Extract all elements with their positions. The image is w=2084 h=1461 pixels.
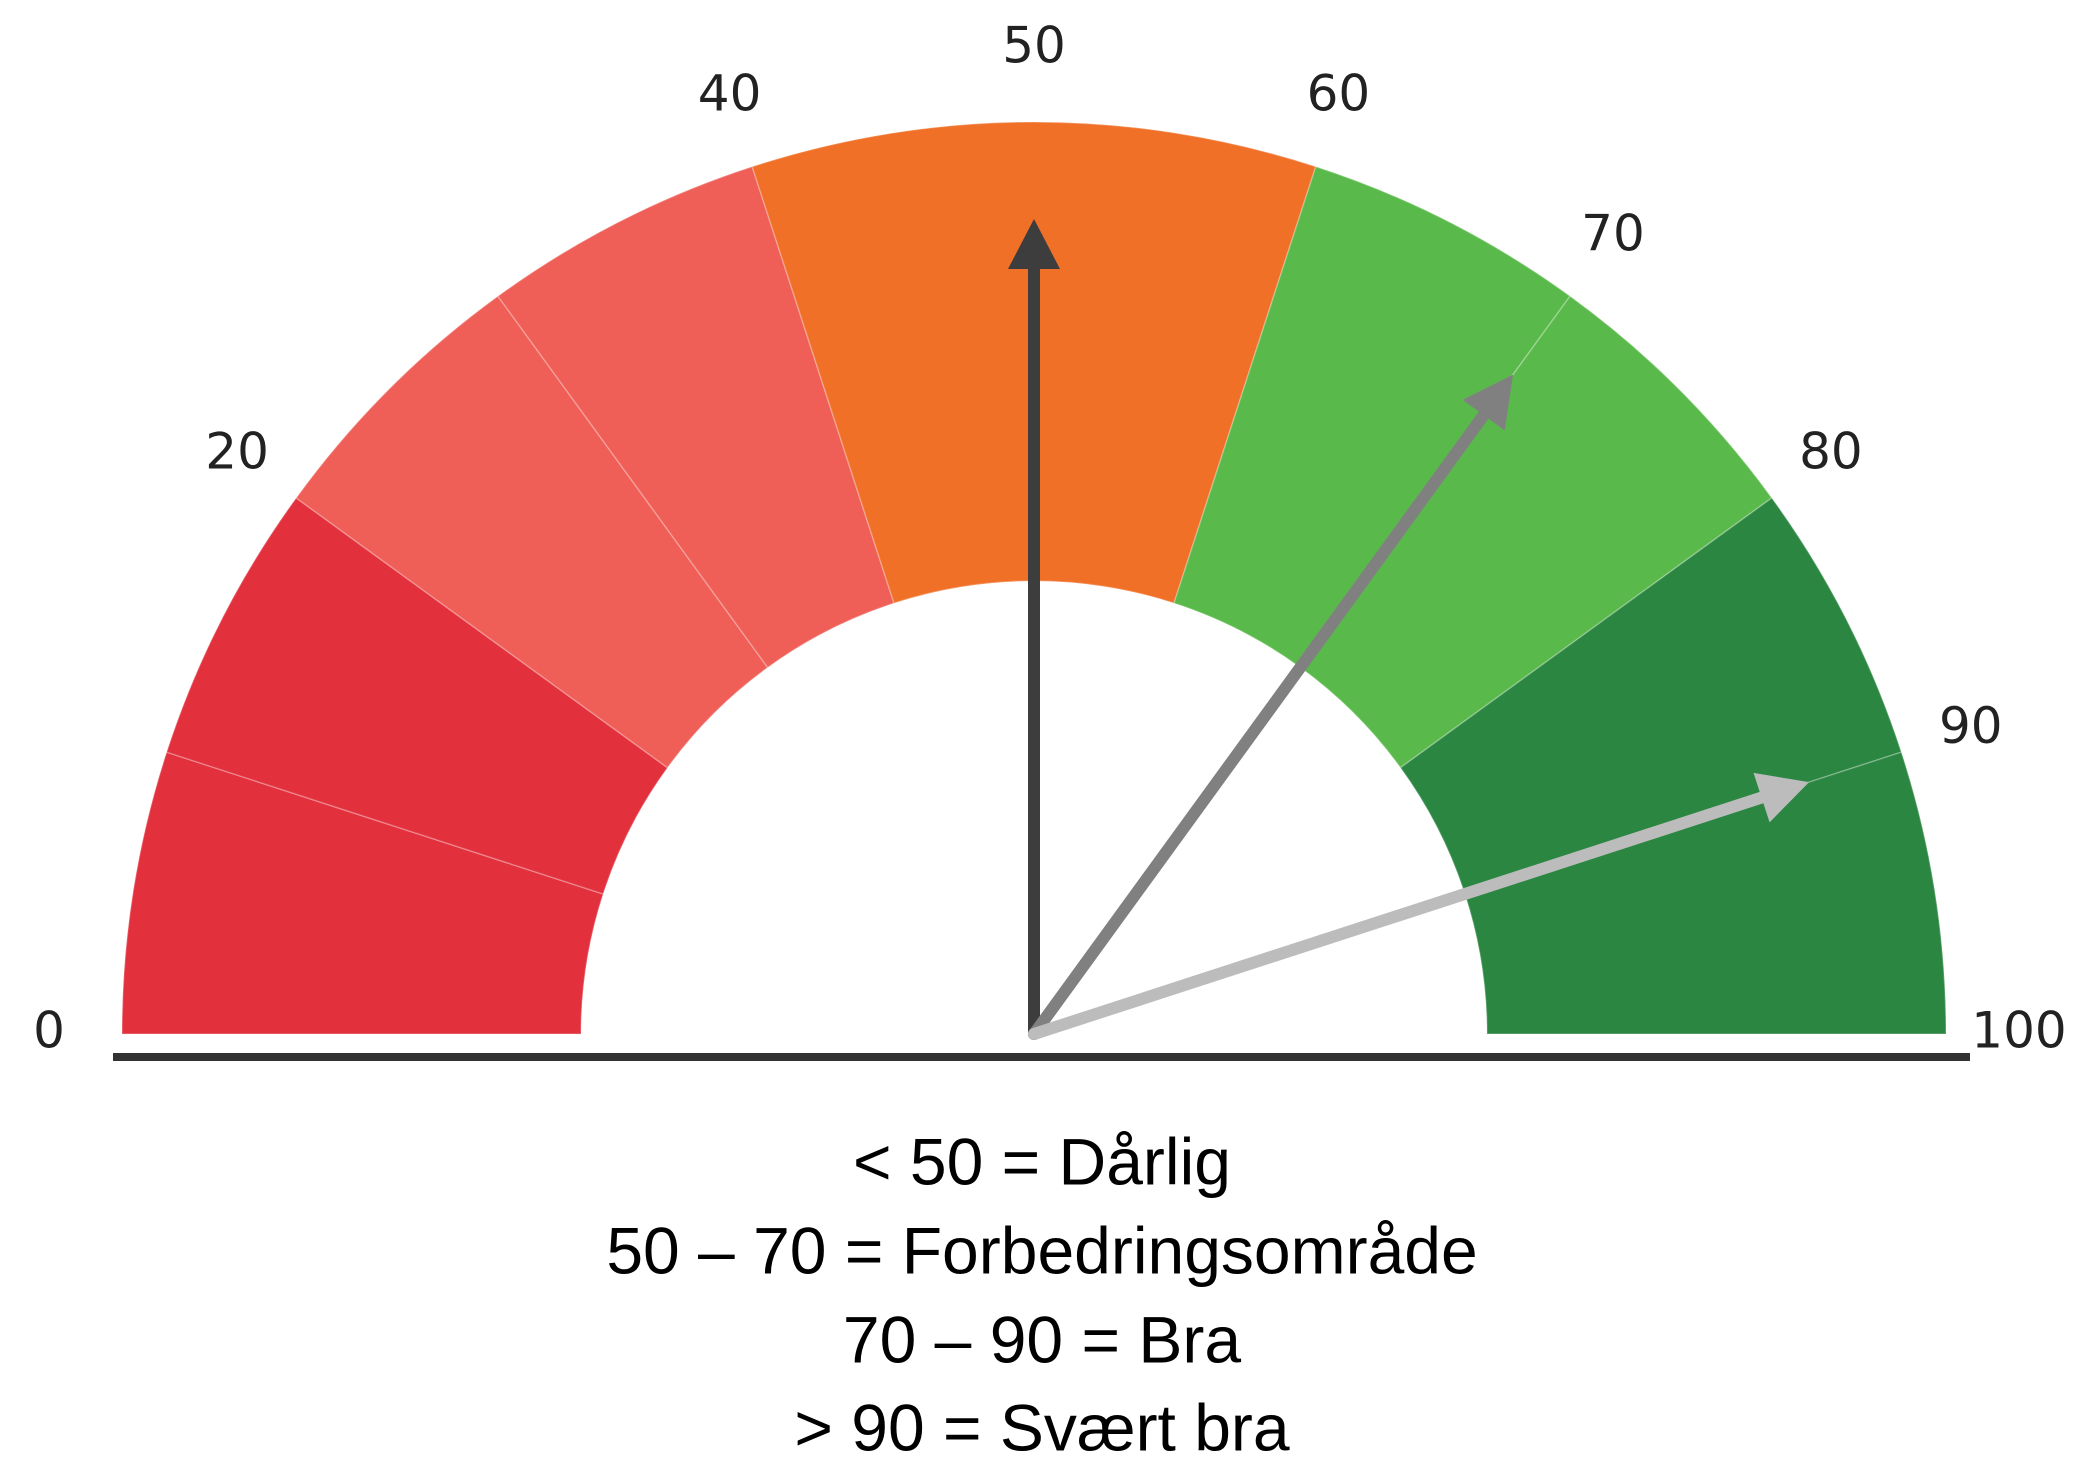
gauge-band	[295, 295, 769, 769]
needle-head	[1008, 219, 1060, 269]
needle	[1028, 791, 1768, 1040]
legend-line: 50 – 70 = Forbedringsområde	[606, 1213, 1477, 1287]
legend-line: 70 – 90 = Bra	[843, 1302, 1241, 1376]
tick-label: 40	[698, 65, 762, 123]
tick-label: 70	[1581, 205, 1645, 263]
gauge-band	[1399, 496, 1903, 895]
legend-line: < 50 = Dårlig	[853, 1124, 1231, 1198]
gauge-band	[496, 165, 895, 669]
tick-label: 80	[1799, 423, 1863, 481]
gauge-band	[1299, 295, 1773, 769]
tick-label: 100	[1971, 1002, 2066, 1060]
needle-head	[1462, 374, 1514, 431]
tick-label: 50	[1002, 17, 1066, 75]
gauge-band	[1463, 751, 1947, 1035]
gauge-band	[165, 496, 669, 895]
gauge-band	[1173, 165, 1572, 669]
tick-label: 20	[205, 423, 269, 481]
needle	[1028, 409, 1490, 1040]
tick-label: 0	[33, 1002, 65, 1060]
tick-label: 90	[1939, 697, 2003, 755]
gauge-band	[121, 751, 605, 1035]
needle-head	[1753, 772, 1810, 823]
tick-label: 60	[1307, 65, 1371, 123]
legend-line: > 90 = Svært bra	[794, 1390, 1290, 1461]
